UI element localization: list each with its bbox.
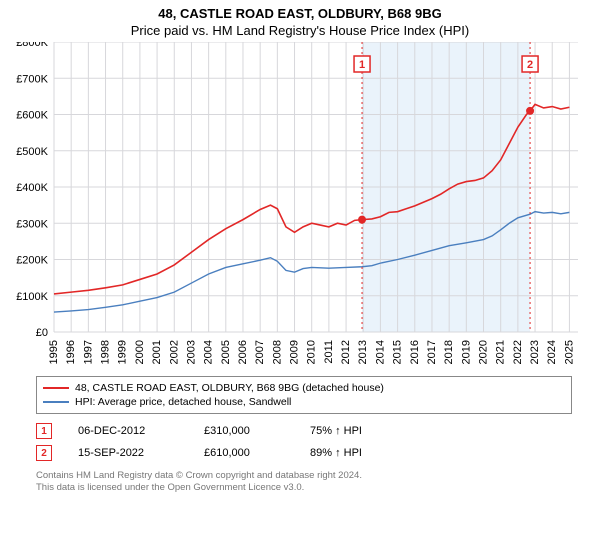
x-tick-label: 2010 xyxy=(306,340,318,364)
marker-table: 1 06-DEC-2012 £310,000 75% ↑ HPI 2 15-SEP-202… xyxy=(36,420,572,464)
y-tick-label: £100K xyxy=(16,291,48,303)
marker-date: 06-DEC-2012 xyxy=(78,425,178,437)
footer-attribution: Contains HM Land Registry data © Crown c… xyxy=(36,470,572,495)
marker-date: 15-SEP-2022 xyxy=(78,447,178,459)
price-chart: £0 £100K £200K £300K £400K £500K £600K £700K £80… xyxy=(0,42,600,372)
x-tick-label: 2020 xyxy=(478,340,490,364)
x-tick-label: 2014 xyxy=(374,340,386,364)
x-tick-label: 2015 xyxy=(392,340,404,364)
footer-line-1: Contains HM Land Registry data © Crown c… xyxy=(36,470,572,482)
legend-label: HPI: Average price, detached house, Sand… xyxy=(75,396,291,408)
x-tick-label: 2000 xyxy=(134,340,146,364)
x-tick-label: 2019 xyxy=(460,340,472,364)
legend-swatch xyxy=(43,401,69,403)
legend-label: 48, CASTLE ROAD EAST, OLDBURY, B68 9BG (… xyxy=(75,382,384,394)
y-tick-label: £0 xyxy=(36,327,48,339)
x-tick-label: 2017 xyxy=(426,340,438,364)
x-tick-label: 2006 xyxy=(237,340,249,364)
y-tick-label: £300K xyxy=(16,218,48,230)
x-tick-label: 2012 xyxy=(340,340,352,364)
marker-row: 2 15-SEP-2022 £610,000 89% ↑ HPI xyxy=(36,442,572,464)
x-tick-label: 2022 xyxy=(512,340,524,364)
y-tick-label: £400K xyxy=(16,182,48,194)
x-tick-label: 1999 xyxy=(117,340,129,364)
x-tick-label: 2005 xyxy=(220,340,232,364)
chart-container: 48, CASTLE ROAD EAST, OLDBURY, B68 9BG P… xyxy=(0,0,600,560)
marker-price: £310,000 xyxy=(204,425,284,437)
title-main: 48, CASTLE ROAD EAST, OLDBURY, B68 9BG xyxy=(0,0,600,21)
x-tick-label: 2009 xyxy=(289,340,301,364)
x-tick-label: 2016 xyxy=(409,340,421,364)
marker-row: 1 06-DEC-2012 £310,000 75% ↑ HPI xyxy=(36,420,572,442)
x-tick-label: 1998 xyxy=(100,340,112,364)
x-tick-label: 2007 xyxy=(254,340,266,364)
x-tick-label: 2024 xyxy=(546,340,558,364)
marker-hpi: 89% ↑ HPI xyxy=(310,447,362,459)
x-tick-label: 2011 xyxy=(323,340,335,364)
legend: 48, CASTLE ROAD EAST, OLDBURY, B68 9BG (… xyxy=(36,376,572,414)
marker-point xyxy=(526,107,534,115)
svg-text:1: 1 xyxy=(359,59,365,71)
legend-swatch xyxy=(43,387,69,389)
x-tick-label: 2001 xyxy=(151,340,163,364)
marker-price: £610,000 xyxy=(204,447,284,459)
y-tick-label: £700K xyxy=(16,73,48,85)
marker-hpi: 75% ↑ HPI xyxy=(310,425,362,437)
x-tick-label: 2008 xyxy=(271,340,283,364)
x-tick-label: 2021 xyxy=(495,340,507,364)
marker-number: 2 xyxy=(36,445,52,461)
svg-text:2: 2 xyxy=(527,59,533,71)
y-tick-label: £800K xyxy=(16,42,48,49)
x-tick-label: 1996 xyxy=(65,340,77,364)
y-tick-label: £500K xyxy=(16,146,48,158)
x-tick-label: 1997 xyxy=(82,340,94,364)
marker-point xyxy=(358,216,366,224)
x-tick-label: 2025 xyxy=(563,340,575,364)
y-tick-label: £600K xyxy=(16,110,48,122)
x-tick-label: 2004 xyxy=(203,340,215,364)
x-tick-label: 2018 xyxy=(443,340,455,364)
x-tick-label: 1995 xyxy=(48,340,60,364)
x-tick-label: 2002 xyxy=(168,340,180,364)
marker-number: 1 xyxy=(36,423,52,439)
x-tick-label: 2003 xyxy=(185,340,197,364)
x-tick-label: 2013 xyxy=(357,340,369,364)
title-sub: Price paid vs. HM Land Registry's House … xyxy=(0,21,600,42)
x-tick-label: 2023 xyxy=(529,340,541,364)
y-tick-label: £200K xyxy=(16,255,48,267)
legend-item: HPI: Average price, detached house, Sand… xyxy=(43,395,565,409)
legend-item: 48, CASTLE ROAD EAST, OLDBURY, B68 9BG (… xyxy=(43,381,565,395)
footer-line-2: This data is licensed under the Open Gov… xyxy=(36,482,572,494)
